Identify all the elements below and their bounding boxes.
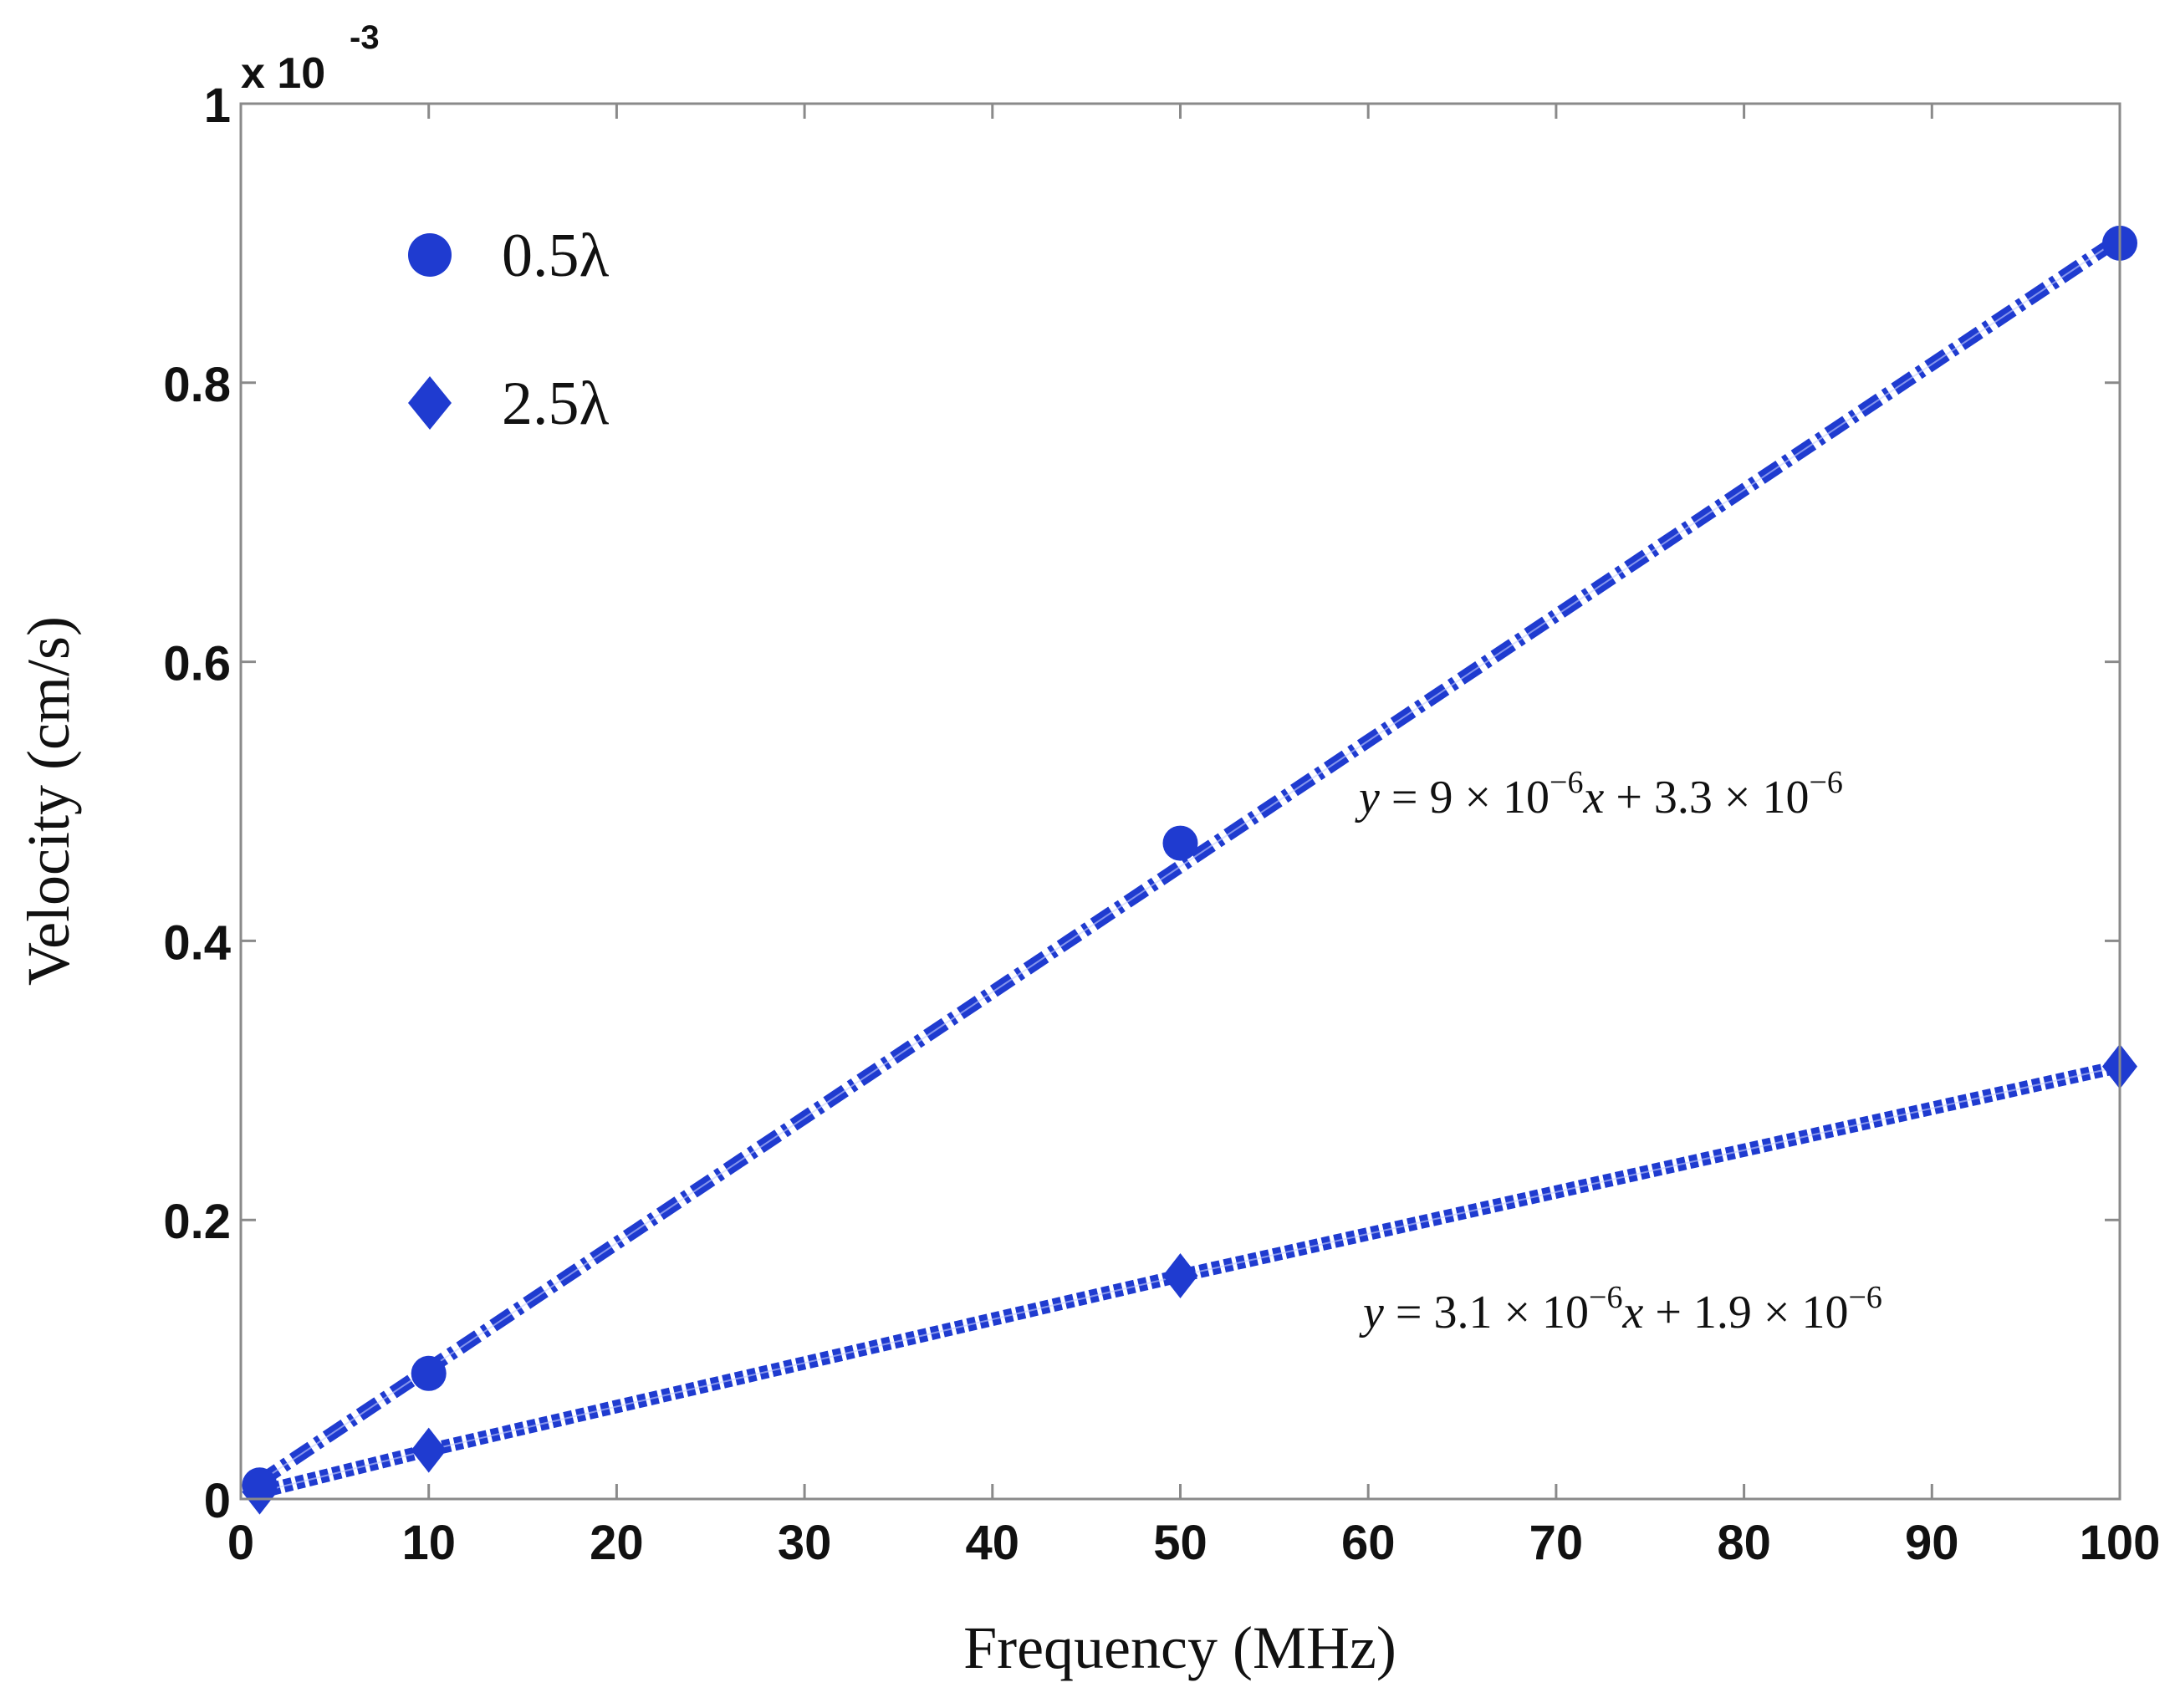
x-tick-label: 0 xyxy=(227,1516,254,1570)
x-tick-label: 40 xyxy=(966,1516,1020,1570)
legend-label-series-1: 0.5λ xyxy=(502,222,610,290)
series-markers xyxy=(242,225,2137,1515)
ticks-layer: 0 10 20 30 40 50 60 70 80 90 100 0 0.2 0.4 0.6 0.8 1 xyxy=(163,79,2160,1570)
y-multiplier-label: x 10 xyxy=(241,49,325,98)
data-point-diamond xyxy=(1162,1252,1198,1298)
data-point-diamond xyxy=(411,1427,447,1473)
x-tick-label: 90 xyxy=(1905,1516,1959,1570)
legend-circle-marker xyxy=(408,233,452,277)
y-tick-label: 0 xyxy=(204,1474,231,1528)
legend: 0.5λ 2.5λ xyxy=(408,222,610,438)
plot-area-frame xyxy=(239,102,2121,1501)
equation-series-1: y = 9 × 10−6x + 3.3 × 10−6 xyxy=(1355,765,1843,823)
x-tick-label: 70 xyxy=(1529,1516,1584,1570)
x-tick-label: 20 xyxy=(590,1516,644,1570)
y-tick-label: 0.6 xyxy=(163,637,231,691)
x-tick-label: 100 xyxy=(2080,1516,2161,1570)
x-axis-label: Frequency (MHz) xyxy=(963,1614,1396,1681)
data-point-circle xyxy=(411,1355,447,1391)
x-tick-label: 60 xyxy=(1341,1516,1396,1570)
y-tick-label: 0.2 xyxy=(163,1195,231,1249)
y-axis-label: Velocity (cm/s) xyxy=(15,616,82,986)
y-tick-label: 0.4 xyxy=(163,915,231,970)
equation-series-2: y = 3.1 × 10−6x + 1.9 × 10−6 xyxy=(1359,1280,1882,1338)
legend-diamond-marker xyxy=(408,376,452,430)
x-tick-label: 30 xyxy=(778,1516,832,1570)
series-lines xyxy=(256,232,2124,1499)
data-point-circle xyxy=(1162,825,1198,861)
x-tick-label: 10 xyxy=(401,1516,456,1570)
y-multiplier-exponent: -3 xyxy=(350,19,380,56)
x-tick-label: 50 xyxy=(1153,1516,1207,1570)
series-line-highlight-2 xyxy=(259,1065,2121,1493)
legend-label-series-2: 2.5λ xyxy=(502,370,610,438)
x-tick-label: 80 xyxy=(1717,1516,1771,1570)
y-tick-label: 1 xyxy=(204,79,231,133)
y-tick-label: 0.8 xyxy=(163,358,231,412)
data-point-diamond xyxy=(242,1469,278,1515)
series-line-highlight-1 xyxy=(258,237,2121,1483)
